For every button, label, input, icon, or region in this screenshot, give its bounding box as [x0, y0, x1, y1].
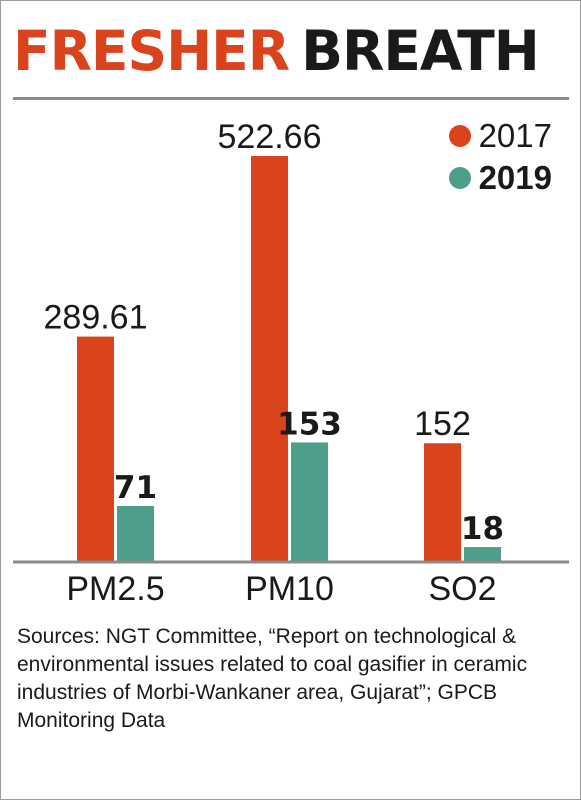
chart-title: FRESHER BREATH: [13, 17, 540, 85]
legend-label-2019: 2019: [478, 159, 552, 196]
category-label-pm25: PM2.5: [66, 570, 164, 608]
value-label-2017-so2: 152: [414, 405, 471, 443]
chart-legend: 2017 2019: [448, 115, 552, 199]
source-note: Sources: NGT Committee, “Report on techn…: [17, 625, 528, 732]
value-label-2019-pm25: 71: [114, 470, 157, 506]
title-divider: [13, 97, 569, 100]
value-label-2019-pm10: 153: [277, 406, 342, 442]
bar-2019-so2: [464, 547, 501, 561]
title-word-fresher: FRESHER: [13, 19, 290, 83]
legend-swatch-2019: [448, 167, 471, 189]
category-label-pm10: PM10: [245, 570, 334, 608]
bar-2017-so2: [424, 443, 461, 561]
bar-2017-pm10: [251, 156, 288, 561]
category-label-so2: SO2: [428, 570, 496, 608]
bar-2019-pm10: [291, 442, 328, 561]
legend-item-2019: 2019: [448, 157, 552, 199]
title-word-breath: BREATH: [301, 19, 540, 83]
legend-swatch-2017: [448, 125, 471, 147]
value-label-2019-so2: 18: [461, 511, 504, 547]
bar-2019-pm25: [117, 505, 154, 561]
value-label-2017-pm10: 522.66: [218, 118, 322, 156]
value-label-2017-pm25: 289.61: [44, 299, 148, 337]
legend-label-2017: 2017: [478, 117, 552, 154]
legend-item-2017: 2017: [448, 115, 552, 157]
bar-2017-pm25: [77, 336, 114, 561]
